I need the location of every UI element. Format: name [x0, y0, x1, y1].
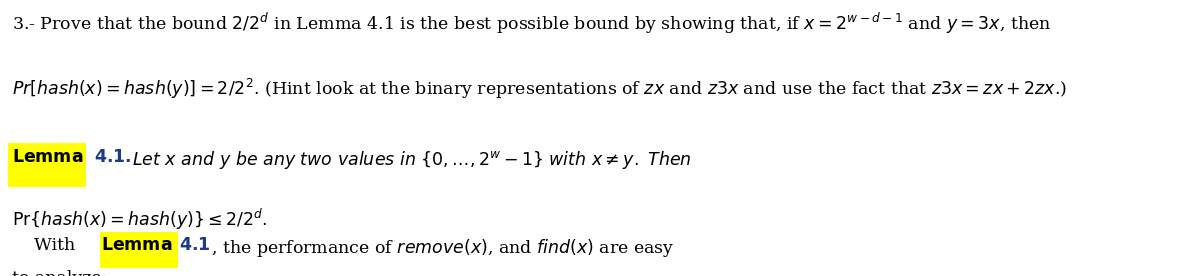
Text: $\mathbf{Lemma}$: $\mathbf{Lemma}$ — [12, 149, 84, 166]
FancyBboxPatch shape — [100, 232, 178, 268]
FancyBboxPatch shape — [8, 143, 86, 187]
Text: to analyze:: to analyze: — [12, 270, 107, 276]
Text: , the performance of $remove(x)$, and $find(x)$ are easy: , the performance of $remove(x)$, and $f… — [211, 237, 674, 259]
Text: $\mathrm{Pr}\{hash(x) = hash(y)\} \leq 2/2^d.$: $\mathrm{Pr}\{hash(x) = hash(y)\} \leq 2… — [12, 207, 268, 232]
Text: 3.- Prove that the bound $2/2^d$ in Lemma 4.1 is the best possible bound by show: 3.- Prove that the bound $2/2^d$ in Lemm… — [12, 11, 1051, 36]
Text: $\mathbf{Lemma}$: $\mathbf{Lemma}$ — [101, 237, 173, 254]
Text: $\mathit{Let\ x\ and\ y\ be\ any\ two\ values\ in}$ $\{0,\ldots,2^w-1\}$ $\mathi: $\mathit{Let\ x\ and\ y\ be\ any\ two\ v… — [132, 149, 691, 171]
Text: $\mathbf{4.1.}$: $\mathbf{4.1.}$ — [94, 149, 131, 166]
Text: With: With — [12, 237, 80, 254]
Text: $\mathbf{4.1}$: $\mathbf{4.1}$ — [179, 237, 210, 254]
Text: $Pr[hash(x) = hash(y)] = 2/2^2$. (Hint look at the binary representations of $zx: $Pr[hash(x) = hash(y)] = 2/2^2$. (Hint l… — [12, 77, 1067, 101]
